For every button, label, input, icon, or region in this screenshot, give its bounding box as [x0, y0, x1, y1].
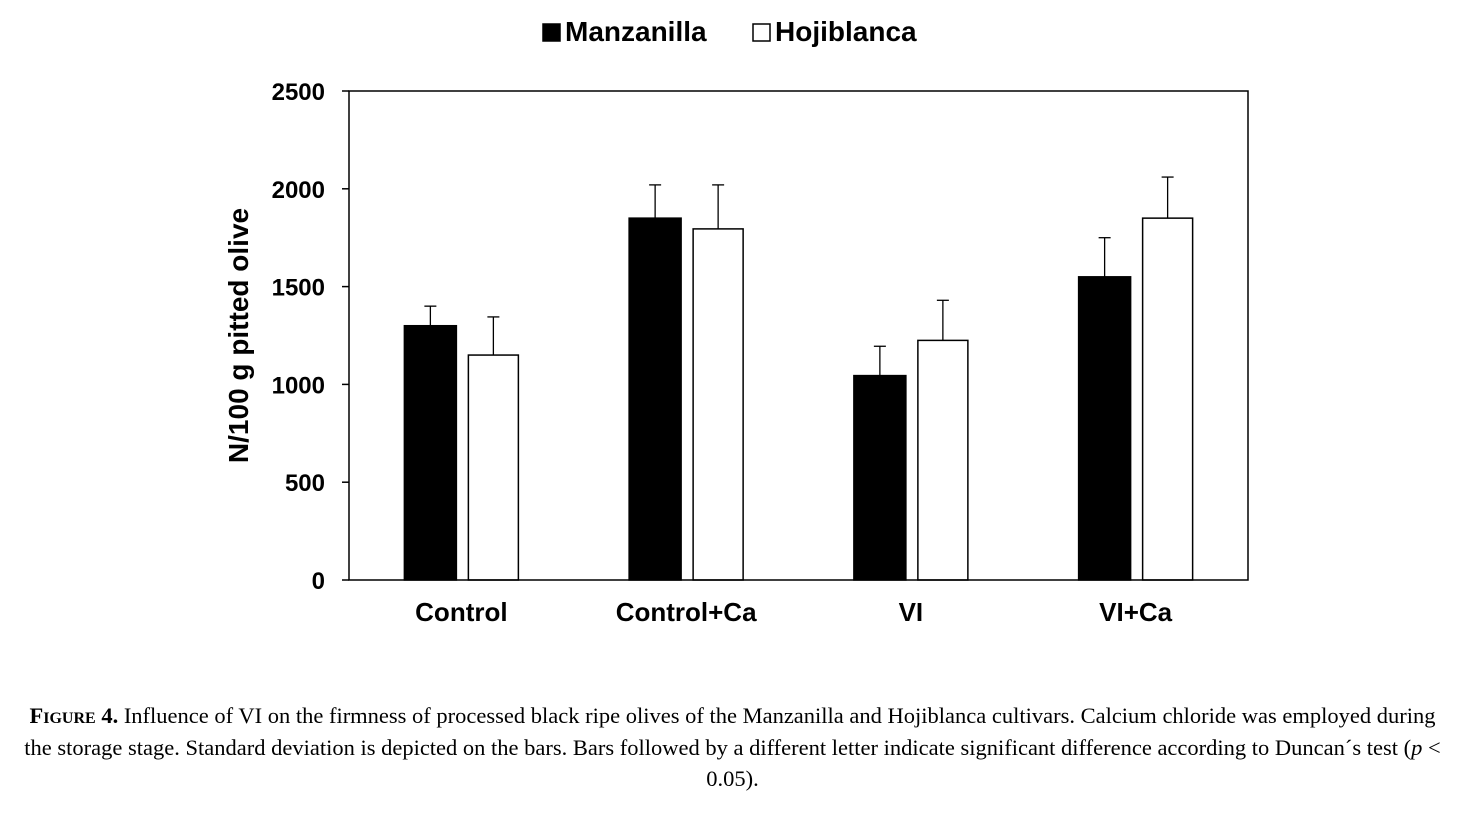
x-category-label: VI+Ca — [1099, 597, 1173, 627]
y-axis-label: N/100 g pitted olive — [223, 208, 254, 463]
bar-manzanilla-control — [403, 324, 458, 581]
legend-label-manzanilla: Manzanilla — [565, 16, 707, 47]
caption-text-end: < 0.05). — [706, 734, 1441, 792]
y-tick-label: 500 — [285, 470, 325, 497]
plot-area-frame — [348, 90, 1249, 581]
chart-legend: Manzanilla Hojiblanca — [542, 16, 917, 47]
x-category-label: Control — [415, 597, 507, 627]
bar-hojiblanca-control — [467, 354, 520, 581]
x-category-label: Control+Ca — [616, 597, 757, 627]
x-axis-categories: Control Control+Ca VI VI+Ca — [415, 597, 1172, 627]
legend-label-hojiblanca: Hojiblanca — [775, 16, 917, 47]
y-tick-label: 1500 — [272, 275, 325, 302]
figure-number: 4. — [101, 703, 119, 728]
y-tick-label: 1000 — [272, 372, 325, 399]
figure-caption: Figure 4. Influence of VI on the firmnes… — [15, 700, 1450, 795]
p-symbol: p — [1411, 734, 1423, 760]
bar-hojiblanca-control-ca — [692, 228, 744, 581]
error-bars — [424, 176, 1174, 376]
bar-manzanilla-control-ca — [628, 217, 682, 581]
figure-label: Figure — [29, 703, 96, 728]
caption-text: Influence of VI on the firmness of proce… — [24, 703, 1436, 760]
legend-marker-manzanilla — [542, 23, 561, 42]
bar-hojiblanca-vi — [917, 339, 969, 581]
x-category-label: VI — [899, 597, 924, 627]
bar-hojiblanca-vi-ca — [1141, 217, 1194, 581]
y-tick-label: 2500 — [272, 79, 325, 106]
bar-manzanilla-vi — [853, 374, 907, 581]
bar-chart: Manzanilla Hojiblanca N/100 g pitted oliv… — [223, 16, 1249, 627]
bars — [403, 217, 1194, 581]
legend-marker-hojiblanca — [752, 23, 771, 42]
bar-manzanilla-vi-ca — [1077, 276, 1132, 581]
y-tick-label: 0 — [312, 568, 325, 595]
y-tick-label: 2000 — [272, 177, 325, 204]
y-axis-ticks: 0 500 1000 1500 2000 2500 — [272, 79, 349, 595]
